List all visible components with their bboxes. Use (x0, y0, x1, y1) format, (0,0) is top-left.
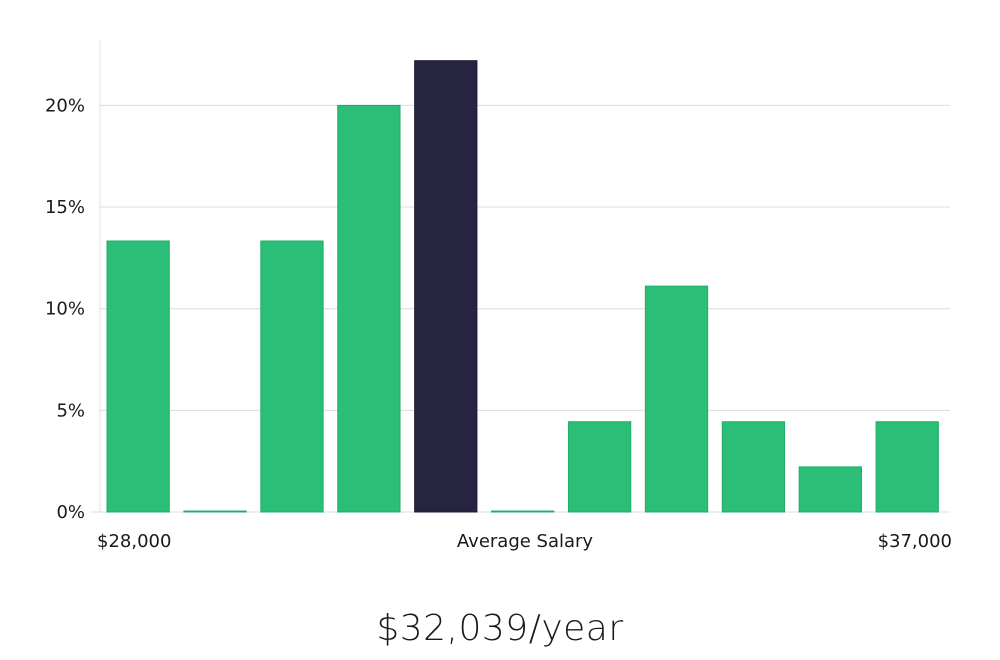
bar (260, 240, 324, 513)
bar (721, 421, 786, 513)
bar-average-salary (414, 60, 478, 513)
bar (491, 510, 555, 513)
bar (644, 285, 709, 513)
x-max-label: $37,000 (878, 531, 952, 552)
bar (106, 240, 170, 513)
bars (106, 60, 939, 513)
y-tick-label: 15% (45, 197, 85, 218)
salary-histogram: 0% 5% 10% 15% 20% $28,000 Average Salary $37… (45, 40, 952, 552)
x-axis-title: Average Salary (457, 531, 594, 552)
x-min-label: $28,000 (97, 531, 171, 552)
bar (875, 421, 939, 513)
y-axis-ticks: 0% 5% 10% 15% 20% (45, 95, 85, 523)
bar (183, 510, 247, 513)
y-tick-label: 20% (45, 95, 85, 116)
average-salary-value: $32,039/year (376, 608, 624, 649)
bar (798, 466, 862, 513)
bar (337, 104, 401, 513)
y-tick-label: 0% (56, 502, 85, 523)
bar (567, 421, 632, 513)
y-tick-label: 10% (45, 299, 85, 320)
y-tick-label: 5% (56, 400, 85, 421)
grid-lines (90, 104, 950, 513)
